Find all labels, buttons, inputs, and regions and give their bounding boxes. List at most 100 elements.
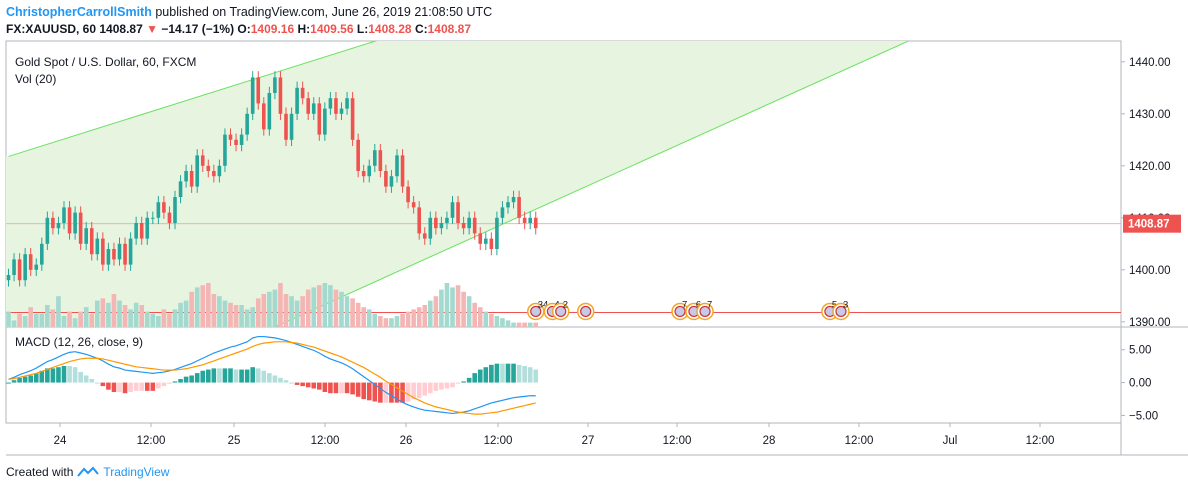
candle-body [361, 171, 366, 177]
candle-body [184, 171, 188, 182]
volume-bar [511, 322, 516, 327]
candle-body [311, 103, 316, 114]
volume-bar [250, 307, 255, 327]
volume-bar [39, 313, 45, 327]
candle-body [145, 217, 150, 239]
candle-body [506, 202, 510, 208]
macd-histogram-bar [122, 382, 128, 394]
volume-bar [500, 318, 505, 327]
volume-bar [33, 313, 39, 327]
candle-body [106, 249, 111, 265]
volume-bar [161, 309, 167, 327]
candle-body [228, 134, 233, 140]
macd-histogram-bar [455, 382, 461, 384]
candle-body [334, 98, 338, 114]
macd-histogram-bar [156, 382, 161, 389]
candle-body [56, 223, 61, 229]
candle-body [267, 93, 272, 130]
volume-bar [100, 298, 106, 327]
candle-body [234, 139, 238, 145]
macd-histogram-bar [128, 382, 133, 393]
tradingview-logo-icon [77, 466, 100, 477]
volume-bar [200, 285, 206, 327]
macd-histogram-bar [67, 366, 72, 383]
candle-body [200, 155, 205, 166]
macd-histogram-bar [100, 382, 106, 387]
volume-bar [172, 309, 178, 327]
volume-bar [272, 289, 278, 327]
macd-histogram-bar [17, 377, 22, 383]
volume-bar [133, 302, 139, 327]
candle-body [6, 275, 11, 281]
symbol-label: FX:XAUUSD, 60 [6, 22, 97, 36]
time-tick-label: 24 [54, 435, 67, 447]
candle-body [500, 207, 505, 218]
channel-upper-line[interactable] [8, 0, 1122, 157]
candle-body [417, 207, 421, 234]
macd-histogram-bar [500, 363, 505, 383]
candle-body [206, 165, 211, 171]
candle-body [273, 77, 277, 93]
candle-body [472, 217, 477, 234]
author-link[interactable]: ChristopherCarrollSmith [6, 5, 152, 19]
candle-body [378, 150, 383, 171]
channel-lower-line[interactable] [274, 0, 1121, 327]
volume-bar [150, 313, 156, 327]
macd-histogram-bar [183, 376, 189, 383]
macd-histogram-bar [78, 371, 83, 383]
volume-bar [466, 296, 472, 327]
candle-body [12, 259, 16, 275]
candle-body [134, 223, 138, 239]
event-count-label: 6 [696, 299, 701, 310]
volume-bar [11, 320, 17, 327]
time-tick-label: Jul [943, 435, 958, 447]
macd-histogram-bar [250, 367, 255, 383]
candle-body [489, 238, 494, 249]
volume-bar [122, 305, 128, 327]
time-tick-label: 25 [228, 435, 241, 447]
candle-body [156, 202, 161, 218]
macd-histogram-bar [389, 382, 394, 403]
volume-bar [95, 300, 100, 327]
macd-histogram-bar [161, 382, 167, 387]
candle-body [445, 217, 449, 223]
macd-histogram-bar [439, 382, 444, 390]
volume-bar [183, 300, 189, 327]
macd-histogram-bar [272, 375, 278, 383]
macd-histogram-bar [405, 382, 411, 402]
macd-histogram-bar [228, 368, 233, 383]
event-count-label: 7 [682, 299, 687, 310]
candle-body [467, 217, 471, 229]
candle-body [17, 259, 22, 281]
macd-histogram-bar [355, 382, 361, 397]
macd-histogram-bar [72, 367, 78, 383]
macd-histogram-bar [117, 382, 122, 393]
volume-bar [67, 311, 72, 327]
volume-bar [278, 283, 283, 327]
macd-histogram-bar [33, 373, 39, 383]
macd-histogram-bar [333, 382, 339, 394]
us-flag-event-core [555, 305, 567, 318]
signal-line [8, 341, 536, 415]
tradingview-link[interactable]: TradingView [103, 465, 170, 479]
candle-body [256, 77, 261, 104]
candle-body [395, 155, 399, 177]
candle-body [45, 217, 50, 244]
macd-histogram-bar [472, 373, 477, 383]
candle-body [173, 197, 177, 223]
event-count-label: 3 [843, 299, 848, 310]
macd-histogram-bar [305, 382, 311, 388]
candle-body [484, 238, 488, 244]
candle-body [167, 212, 172, 223]
volume-bar [211, 294, 217, 327]
macd-histogram-bar [394, 382, 400, 403]
created-with-text: Created with [6, 465, 74, 479]
candle-body [367, 165, 372, 177]
macd-histogram-bar [489, 364, 494, 383]
candle-body [328, 98, 333, 109]
macd-histogram-bar [322, 382, 328, 393]
candle-body [40, 243, 44, 265]
us-flag-event-core [674, 305, 686, 318]
time-tick-label: 12:00 [137, 435, 166, 447]
